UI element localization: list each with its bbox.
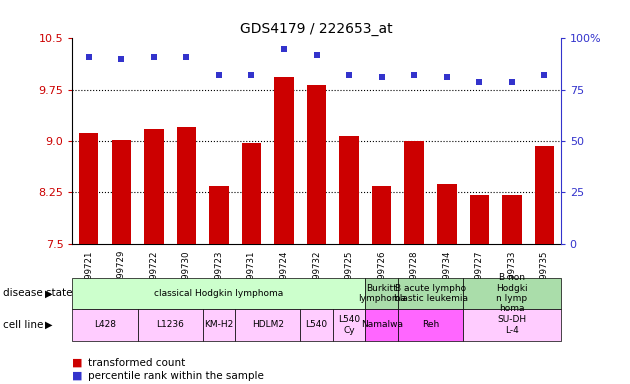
Text: L428: L428 — [94, 320, 116, 329]
Text: ▶: ▶ — [45, 288, 52, 298]
Text: B non
Hodgki
n lymp
homa: B non Hodgki n lymp homa — [496, 273, 528, 313]
Bar — [242, 143, 261, 244]
Text: HDLM2: HDLM2 — [252, 320, 284, 329]
Bar — [274, 78, 294, 244]
Text: disease state: disease state — [3, 288, 72, 298]
Bar — [535, 146, 554, 244]
Bar — [469, 195, 489, 244]
Bar — [307, 85, 326, 244]
Text: L1236: L1236 — [156, 320, 184, 329]
Bar — [144, 129, 164, 244]
Text: L540
Cy: L540 Cy — [338, 315, 360, 334]
Text: L540: L540 — [306, 320, 328, 329]
Text: transformed count: transformed count — [88, 358, 185, 368]
Bar — [79, 133, 98, 244]
Bar — [437, 184, 457, 244]
Bar — [176, 127, 196, 244]
Text: KM-H2: KM-H2 — [204, 320, 234, 329]
Text: ■: ■ — [72, 371, 83, 381]
Text: ▶: ▶ — [45, 320, 52, 330]
Text: Reh: Reh — [422, 320, 439, 329]
Bar — [372, 185, 391, 244]
Text: Namalwa: Namalwa — [360, 320, 403, 329]
Bar — [112, 141, 131, 244]
Bar — [209, 185, 229, 244]
Text: classical Hodgkin lymphoma: classical Hodgkin lymphoma — [154, 289, 284, 298]
Title: GDS4179 / 222653_at: GDS4179 / 222653_at — [240, 22, 393, 36]
Text: B acute lympho
blastic leukemia: B acute lympho blastic leukemia — [394, 284, 467, 303]
Text: SU-DH
L-4: SU-DH L-4 — [497, 315, 527, 334]
Bar — [340, 136, 359, 244]
Text: percentile rank within the sample: percentile rank within the sample — [88, 371, 264, 381]
Bar — [502, 195, 522, 244]
Bar — [404, 141, 424, 244]
Text: Burkitt
lymphoma: Burkitt lymphoma — [358, 284, 406, 303]
Text: ■: ■ — [72, 358, 83, 368]
Text: cell line: cell line — [3, 320, 43, 330]
